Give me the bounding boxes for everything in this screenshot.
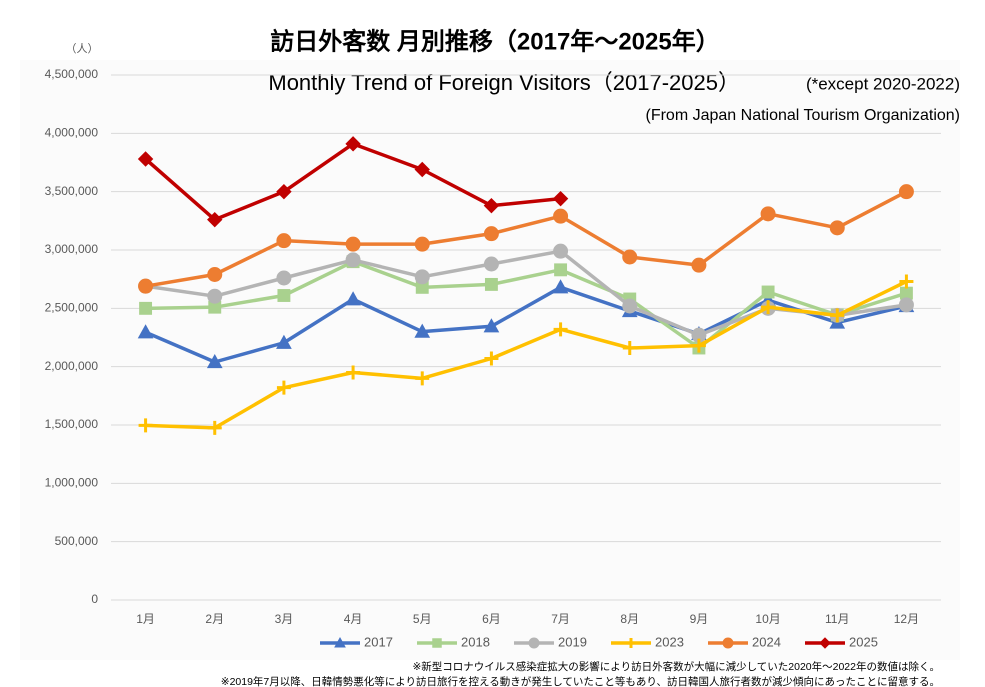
legend-marker (528, 637, 540, 649)
x-tick-label: 6月 (482, 612, 501, 626)
y-tick-label: 4,500,000 (45, 67, 99, 81)
y-tick-label: 3,500,000 (45, 184, 99, 198)
legend-marker (626, 638, 636, 648)
point-marker (414, 236, 430, 252)
series-line (145, 259, 907, 350)
y-tick-label: 2,500,000 (45, 301, 99, 315)
x-tick-label: 3月 (275, 612, 294, 626)
point-marker (345, 252, 361, 268)
point-marker (414, 269, 430, 285)
legend-label: 2017 (364, 634, 393, 649)
point-marker (484, 351, 499, 366)
x-tick-label: 1月 (136, 612, 155, 626)
y-tick-label: 1,500,000 (45, 417, 99, 431)
point-marker (898, 297, 914, 313)
point-marker (898, 184, 914, 200)
legend-marker (334, 636, 346, 648)
x-tick-label: 8月 (620, 612, 639, 626)
point-marker (899, 286, 913, 300)
series-line (145, 279, 908, 430)
legend-marker (819, 637, 831, 649)
y-tick-label: 4,000,000 (45, 126, 99, 140)
x-tick-label: 7月 (551, 612, 570, 626)
point-marker (207, 267, 223, 282)
subtitle: Monthly Trend of Foreign Visitors（2017-2… (268, 70, 740, 95)
point-marker (553, 243, 569, 259)
source: (From Japan National Tourism Organizatio… (646, 107, 961, 124)
point-marker (137, 151, 154, 167)
point-marker (483, 197, 500, 214)
point-marker (761, 285, 775, 299)
point-marker (829, 220, 845, 236)
point-marker (483, 256, 499, 272)
x-tick-label: 9月 (690, 612, 709, 626)
point-marker (207, 420, 222, 435)
x-tick-label: 11月 (825, 612, 849, 626)
point-marker (137, 324, 154, 339)
point-marker (899, 274, 914, 289)
footnote: ※2019年7月以降、日韓情勢悪化等により訪日旅行を控える動きが発生していたこと… (221, 675, 940, 687)
series-line (144, 285, 907, 364)
legend-label: 2023 (655, 634, 684, 649)
point-marker (345, 236, 361, 252)
legend-label: 2019 (558, 634, 587, 649)
y-tick-label: 1,000,000 (45, 476, 99, 490)
legend-label: 2024 (752, 634, 781, 649)
point-marker (622, 341, 637, 355)
point-marker (830, 308, 845, 323)
point-marker (139, 301, 153, 315)
point-marker (138, 418, 153, 433)
legend-label: 2025 (849, 634, 878, 649)
footnote: ※新型コロナウイルス感染症拡大の影響により訪日外客数が大幅に減少していた2020… (413, 660, 941, 673)
point-marker (483, 318, 500, 333)
legend-marker (722, 637, 734, 649)
point-marker (276, 183, 292, 200)
point-marker (553, 322, 568, 337)
point-marker (554, 263, 568, 277)
y-axis-unit: （人） (66, 42, 99, 55)
x-tick-label: 4月 (344, 612, 363, 626)
point-marker (345, 291, 361, 306)
point-marker (622, 249, 638, 265)
point-marker (484, 277, 498, 291)
point-marker (276, 334, 292, 349)
y-tick-label: 2,000,000 (45, 359, 99, 373)
x-tick-label: 5月 (413, 612, 432, 626)
x-tick-label: 12月 (894, 612, 919, 626)
point-marker (414, 161, 430, 178)
point-marker (345, 136, 361, 152)
point-marker (553, 208, 569, 224)
y-tick-label: 500,000 (55, 534, 99, 548)
point-marker (691, 338, 706, 353)
legend-label: 2018 (461, 634, 490, 649)
y-tick-label: 3,000,000 (45, 242, 99, 256)
x-tick-label: 2月 (205, 612, 224, 626)
point-marker (138, 278, 154, 294)
point-marker (691, 257, 707, 273)
point-marker (761, 300, 776, 315)
point-marker (207, 288, 223, 304)
point-marker (206, 353, 223, 369)
point-marker (414, 323, 431, 338)
legend-marker (432, 638, 442, 648)
x-tick-label: 10月 (755, 612, 780, 626)
chart-title: 訪日外客数 月別推移（2017年～2025年） (270, 27, 719, 55)
point-marker (622, 298, 638, 314)
point-marker (276, 380, 291, 395)
point-marker (760, 206, 776, 222)
y-tick-label: 0 (91, 592, 98, 606)
point-marker (346, 365, 361, 380)
point-marker (552, 279, 569, 294)
point-marker (277, 289, 291, 302)
point-marker (552, 190, 569, 207)
point-marker (483, 226, 499, 242)
point-marker (276, 233, 292, 249)
point-marker (276, 270, 292, 286)
subtitle-note: (*except 2020-2022) (806, 74, 960, 93)
series-line (145, 190, 908, 288)
point-marker (415, 371, 430, 386)
point-marker (207, 211, 223, 228)
